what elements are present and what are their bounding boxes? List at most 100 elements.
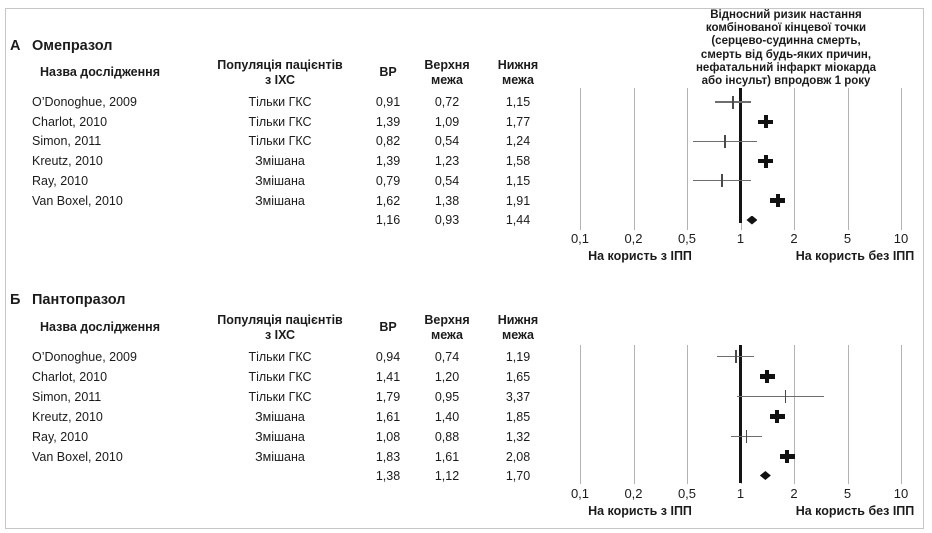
lower-bound-value: 1,19 [505,349,531,364]
summary-lower-bound-value: 1,70 [505,468,531,483]
upper-bound-value: 1,20 [434,369,460,384]
population-value: Змішана [255,154,305,169]
axis-gridline [687,88,688,230]
point-tick [745,430,748,443]
population-value: Змішана [255,449,305,464]
study-name: Van Boxel, 2010 [32,449,123,464]
rr-value: 1,41 [375,369,401,384]
lower-bound-value: 2,08 [505,449,531,464]
axis-tick-label: 0,1 [570,231,590,246]
panel-a-letter: А [10,38,21,54]
lower-bound-value: 1,24 [505,134,531,149]
point-marker-bold [775,410,780,423]
axis-tick-label: 5 [843,231,852,246]
axis-tick-label: 0,2 [624,231,643,246]
col-header-rr-a: ВР [379,65,397,79]
point-marker-bold [763,154,769,168]
favors-left-label: На користь з ІПП [588,504,692,518]
panel-b-letter: Б [10,292,21,308]
lower-bound-value: 1,15 [505,95,531,109]
rr-value: 0,91 [375,95,401,109]
population-value: Змішана [255,193,305,208]
col-header-lower-a: Нижня межа [497,58,539,87]
lower-bound-value: 1,77 [505,114,531,129]
axis-gridline [847,88,849,230]
study-name: Ray, 2010 [32,173,89,188]
col-header-lower-b: Нижня межа [497,313,539,342]
upper-bound-value: 1,40 [434,409,460,424]
axis-gridline [794,88,795,230]
col-header-study-a: Назва дослідження [39,65,161,79]
rr-value: 1,08 [375,429,401,444]
population-value: Тільки ГКС [248,95,312,109]
lower-bound-value: 1,65 [505,369,531,384]
upper-bound-value: 0,72 [434,95,460,109]
upper-bound-value: 0,88 [434,429,460,444]
lower-bound-value: 1,32 [505,429,531,444]
axis-gridline [580,88,581,230]
axis-tick-label: 0,5 [677,486,697,501]
population-value: Змішана [255,173,305,188]
axis-tick-label: 5 [843,486,852,501]
rr-value: 1,62 [375,193,401,208]
axis-tick-label: 1 [736,486,745,501]
study-name: Ray, 2010 [32,429,89,444]
population-value: Тільки ГКС [248,389,312,404]
reference-line [739,88,742,223]
rr-value: 0,79 [375,173,401,188]
population-value: Тільки ГКС [248,114,312,129]
favors-right-label: На користь без ІПП [795,504,915,518]
lower-bound-value: 3,37 [505,389,531,404]
axis-gridline [687,345,688,484]
summary-upper-bound-value: 1,12 [434,468,460,483]
reference-line [739,345,742,483]
ci-line [736,395,825,398]
population-value: Тільки ГКС [248,349,312,364]
col-header-study-b: Назва дослідження [39,320,161,334]
axis-gridline [633,88,635,230]
axis-tick-label: 0,1 [570,486,590,501]
study-name: Simon, 2011 [32,389,102,404]
favors-right-label: На користь без ІПП [795,249,915,263]
point-marker-bold [763,115,769,129]
col-header-rr-b: ВР [379,320,397,334]
axis-tick-label: 10 [893,231,909,246]
summary-upper-bound-value: 0,93 [434,213,460,227]
upper-bound-value: 1,61 [434,449,460,464]
figure-border [5,8,924,529]
summary-diamond [746,215,758,225]
axis-gridline [901,88,902,230]
axis-tick-label: 0,5 [677,231,697,246]
summary-lower-bound-value: 1,44 [505,213,531,227]
rr-value: 1,83 [375,449,401,464]
panel-b-title: Пантопразол [32,292,126,308]
col-header-upper-b: Верхня межа [424,313,470,342]
upper-bound-value: 0,54 [434,134,460,149]
col-header-upper-a: Верхня межа [424,58,470,87]
study-name: Kreutz, 2010 [32,154,103,169]
rr-value: 1,79 [375,389,401,404]
panel-a-title: Омепразол [32,38,113,54]
upper-bound-value: 1,38 [434,193,460,208]
col-header-population-a: Популяція пацієнтів з ІХС [217,58,343,87]
population-value: Тільки ГКС [248,134,312,149]
population-value: Змішана [255,409,305,424]
study-name: O’Donoghue, 2009 [32,95,137,109]
point-tick [784,390,787,403]
axis-tick-label: 2 [790,231,798,246]
rr-value: 0,82 [375,134,401,149]
point-tick [732,95,735,109]
point-marker-bold [764,370,770,383]
lower-bound-value: 1,91 [505,193,531,208]
plot-title: Відносний ризик настання комбінованої кі… [695,9,876,88]
axis-tick-label: 2 [790,486,798,501]
axis-gridline [847,345,849,484]
favors-left-label: На користь з ІПП [588,249,692,263]
lower-bound-value: 1,15 [505,173,531,188]
upper-bound-value: 0,54 [434,173,460,188]
lower-bound-value: 1,58 [505,154,531,169]
axis-gridline [633,345,635,484]
axis-tick-label: 1 [736,231,745,246]
summary-diamond [759,471,771,480]
